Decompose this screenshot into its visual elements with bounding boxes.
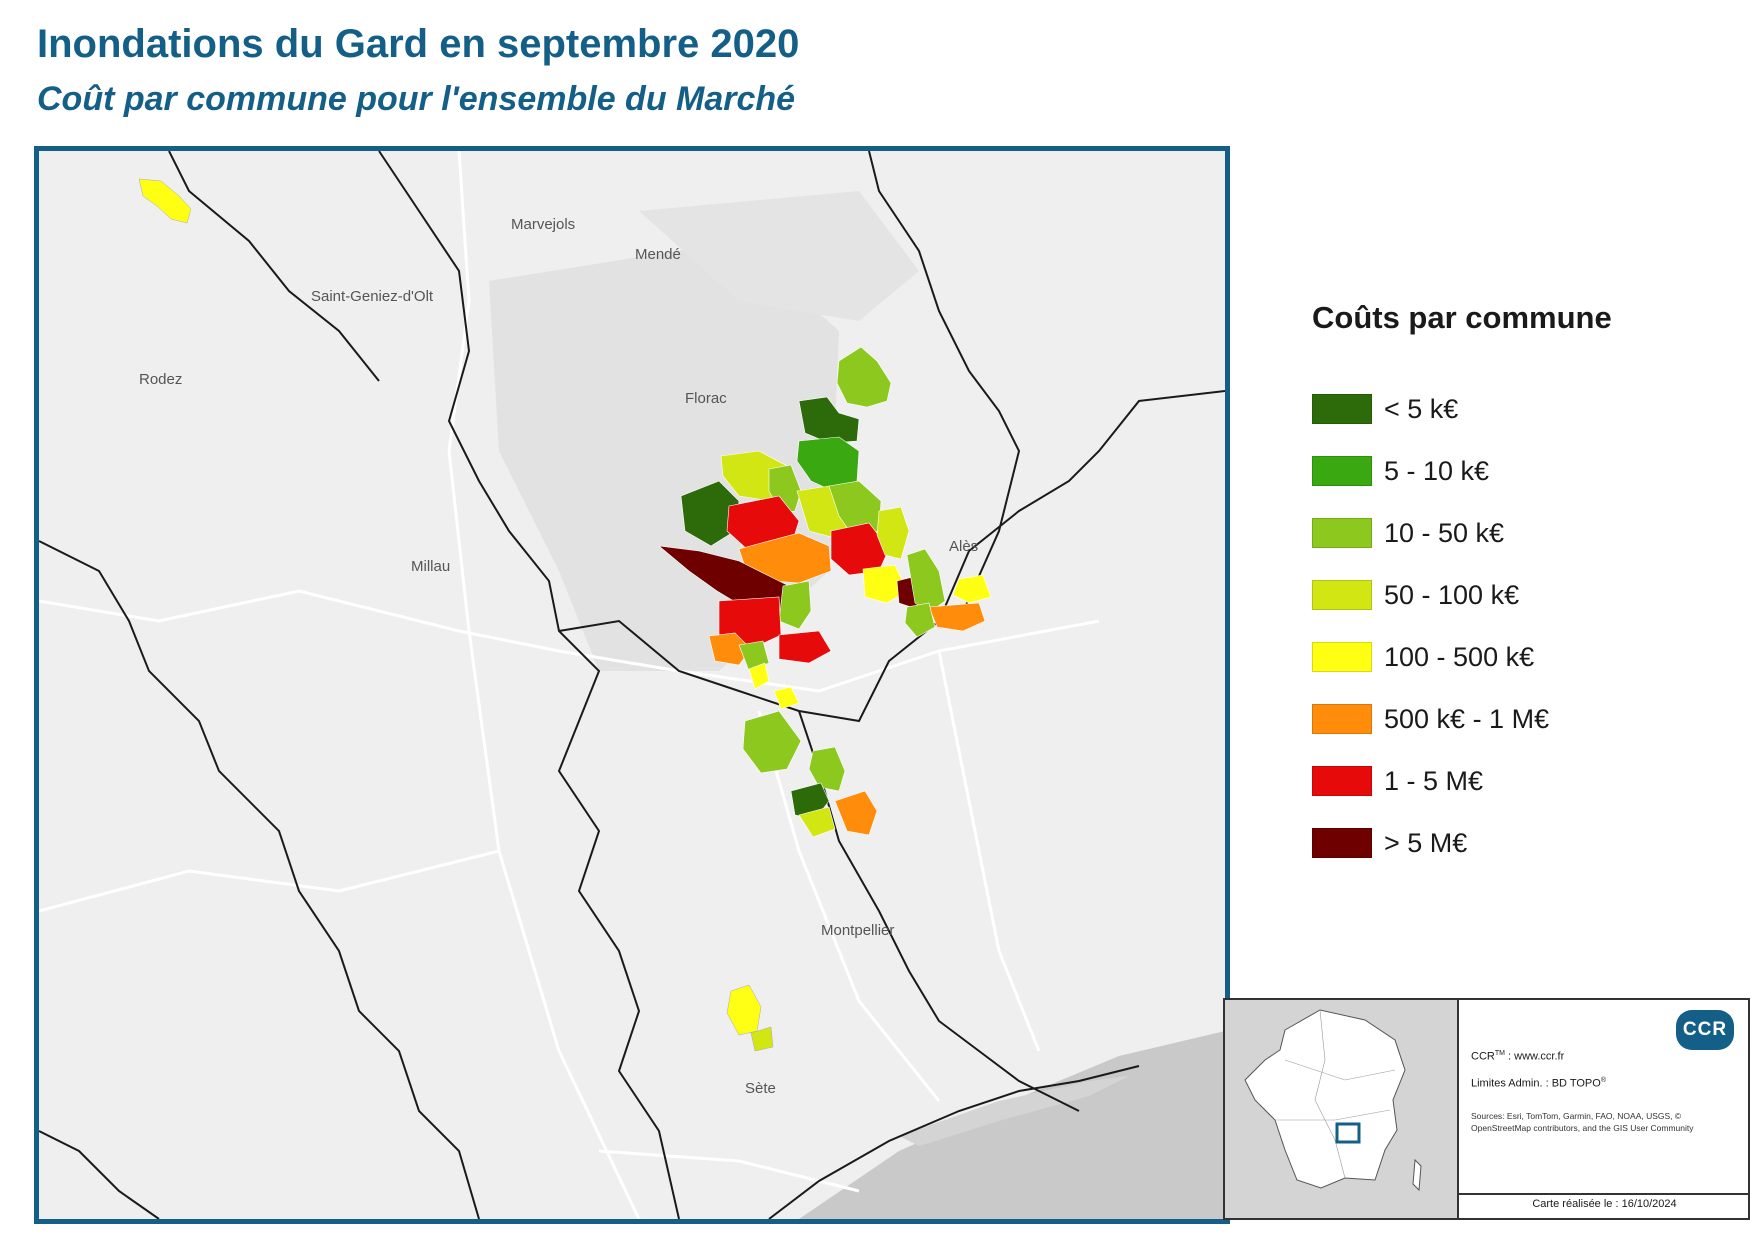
commune[interactable] [906,548,946,614]
commune[interactable] [834,790,878,836]
commune[interactable] [748,662,770,690]
info-box: CCR CCRTM : www.ccr.fr Limites Admin. : … [1223,998,1750,1220]
legend-swatch [1312,642,1372,672]
legend-label: > 5 M€ [1384,827,1468,858]
commune-north[interactable] [138,178,192,224]
place-label-florac: Florac [685,390,727,407]
map-date: Carte réalisée le : 16/10/2024 [1532,1198,1677,1210]
legend-label: 500 k€ - 1 M€ [1384,703,1550,734]
commune[interactable] [862,564,908,604]
france-outline-icon [1225,1000,1457,1218]
commune[interactable] [808,746,846,792]
registered-mark: ® [1600,1077,1606,1084]
place-label-marvejols: Marvejols [511,216,575,233]
legend-label: < 5 k€ [1384,393,1459,424]
legend-label: 10 - 50 k€ [1384,517,1505,548]
sea [799,1031,1225,1219]
legend-title: Coûts par commune [1312,300,1612,335]
commune[interactable] [742,710,802,774]
commune[interactable] [836,346,892,408]
commune-south[interactable] [726,984,762,1036]
legend-item: 5 - 10 k€ [1312,440,1712,502]
commune[interactable] [928,602,986,632]
commune[interactable] [904,602,936,638]
legend-item: > 5 M€ [1312,812,1712,874]
divider [1457,1000,1459,1218]
lagoon [899,1076,1129,1146]
map-canvas: Marvejols Mendé Saint-Geniez-d'Olt Rodez… [39,151,1225,1219]
commune[interactable] [773,686,800,710]
relief-shading-north [639,191,919,321]
map-subtitle: Coût par commune pour l'ensemble du Marc… [37,80,796,118]
place-label-rodez: Rodez [139,371,182,388]
ccr-name: CCR [1471,1050,1495,1063]
commune-south[interactable] [750,1026,774,1052]
legend-label: 5 - 10 k€ [1384,455,1490,486]
sources-text: Sources: Esri, TomTom, Garmin, FAO, NOAA… [1471,1111,1694,1133]
main-map[interactable]: Marvejols Mendé Saint-Geniez-d'Olt Rodez… [34,146,1230,1224]
date-divider [1457,1193,1748,1195]
legend-item: < 5 k€ [1312,378,1712,440]
legend-item: 10 - 50 k€ [1312,502,1712,564]
legend-item: 50 - 100 k€ [1312,564,1712,626]
place-label-saint-geniez: Saint-Geniez-d'Olt [311,288,434,305]
legend-item: 500 k€ - 1 M€ [1312,688,1712,750]
legend: Coûts par commune < 5 k€ 5 - 10 k€ 10 - … [1312,300,1712,874]
commune[interactable] [798,806,836,838]
place-label-sete: Sète [745,1080,776,1097]
legend-item: 100 - 500 k€ [1312,626,1712,688]
ccr-logo: CCR [1676,1010,1734,1050]
commune[interactable] [798,396,860,444]
commune[interactable] [778,630,832,664]
admin-limits: Limites Admin. : BD TOPO [1471,1077,1601,1090]
legend-label: 1 - 5 M€ [1384,765,1484,796]
commune[interactable] [738,640,770,672]
legend-swatch [1312,828,1372,858]
ccr-website-line: CCRTM : www.ccr.fr [1471,1050,1564,1063]
info-panel: CCR CCRTM : www.ccr.fr Limites Admin. : … [1457,1000,1748,1218]
place-label-mende: Mendé [635,246,681,263]
legend-swatch [1312,704,1372,734]
legend-swatch [1312,456,1372,486]
legend-label: 100 - 500 k€ [1384,641,1535,672]
coastline [768,1065,1140,1219]
legend-label: 50 - 100 k€ [1384,579,1520,610]
place-label-ales: Alès [949,538,978,555]
legend-swatch [1312,580,1372,610]
map-title: Inondations du Gard en septembre 2020 [37,22,800,66]
commune[interactable] [778,580,812,630]
france-locator-map [1225,1000,1457,1218]
ccr-website: : www.ccr.fr [1504,1050,1565,1063]
place-label-montpellier: Montpellier [821,922,894,939]
legend-swatch [1312,394,1372,424]
legend-item: 1 - 5 M€ [1312,750,1712,812]
place-label-millau: Millau [411,558,450,575]
legend-swatch [1312,766,1372,796]
commune[interactable] [876,506,910,560]
commune[interactable] [952,574,992,604]
trademark: TM [1494,1050,1505,1057]
legend-swatch [1312,518,1372,548]
admin-limits-line: Limites Admin. : BD TOPO® [1471,1077,1606,1090]
